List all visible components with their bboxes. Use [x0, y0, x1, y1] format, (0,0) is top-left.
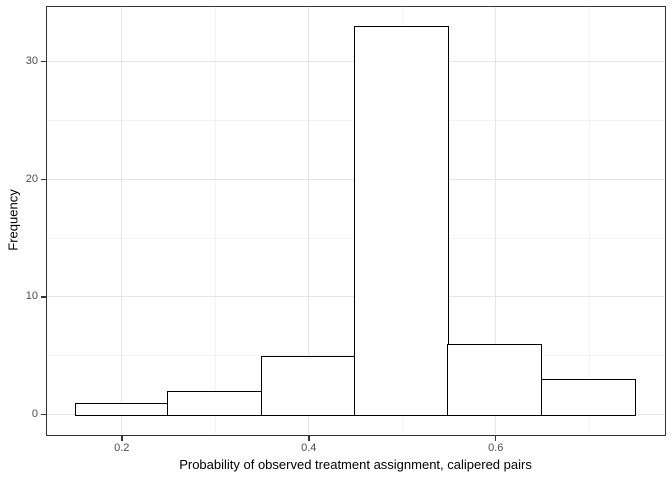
y-tick-label: 20 — [25, 172, 38, 185]
histogram-bar — [540, 379, 636, 417]
x-tick-mark — [121, 435, 123, 441]
y-tick-label: 30 — [25, 55, 38, 68]
x-axis-title: Probability of observed treatment assign… — [179, 457, 532, 472]
x-tick-mark — [308, 435, 310, 441]
x-tick-label: 0.4 — [301, 442, 317, 454]
y-tick-label: 0 — [31, 408, 38, 421]
histogram-bar — [354, 26, 449, 417]
histogram-bar — [447, 344, 543, 417]
y-tick-mark — [40, 178, 46, 181]
gridline-minor-vertical — [588, 7, 590, 434]
gridline-major-vertical — [495, 7, 497, 434]
gridline-minor-vertical — [214, 7, 216, 434]
y-tick-mark — [40, 413, 46, 416]
y-tick-mark — [40, 296, 46, 298]
y-tick-mark — [40, 60, 46, 63]
gridline-major-vertical — [121, 7, 123, 434]
gridline-major-vertical — [308, 7, 310, 434]
x-tick-mark — [494, 435, 497, 441]
y-tick-label: 10 — [25, 290, 38, 303]
x-tick-label: 0.6 — [488, 442, 504, 454]
y-axis-title: Frequency — [5, 189, 21, 251]
x-tick-label: 0.2 — [114, 442, 130, 454]
